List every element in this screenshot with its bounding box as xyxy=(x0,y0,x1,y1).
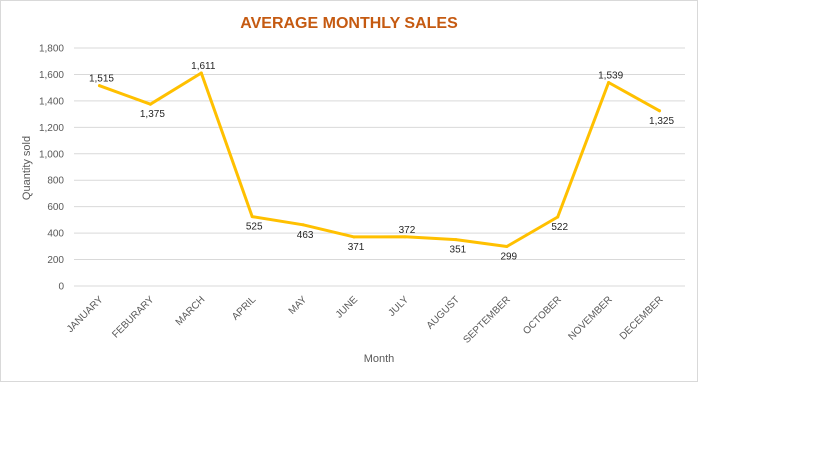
data-point xyxy=(97,84,101,88)
x-tick-label: OCTOBER xyxy=(521,294,564,337)
chart-title: AVERAGE MONTHLY SALES xyxy=(240,15,458,32)
data-point xyxy=(199,71,203,75)
data-label: 371 xyxy=(348,242,365,253)
data-labels: 1,515 1,375 1,611 525 463 371 372 351 299 522 1,53… xyxy=(89,61,675,262)
y-tick-label: 800 xyxy=(47,176,64,187)
data-label: 372 xyxy=(399,225,416,236)
x-tick-label: SEPTEMBER xyxy=(462,294,513,345)
data-label: 1,515 xyxy=(89,74,114,85)
y-tick-label: 1,000 xyxy=(39,149,64,160)
chart-area xyxy=(0,0,698,382)
y-tick-label: 200 xyxy=(47,255,64,266)
x-tick-label: DECEMBER xyxy=(618,294,666,342)
x-tick-label: JUNE xyxy=(334,294,360,320)
x-tick-label: AUGUST xyxy=(425,294,462,331)
x-tick-label: NOVEMBER xyxy=(566,294,614,342)
x-tick-label: MARCH xyxy=(174,294,208,328)
data-label: 522 xyxy=(551,222,568,233)
y-axis-title: Quantity sold xyxy=(21,136,33,200)
data-label: 525 xyxy=(246,222,263,233)
data-label: 1,325 xyxy=(649,116,674,127)
data-point xyxy=(352,235,356,239)
series-line xyxy=(98,71,661,248)
data-label: 299 xyxy=(500,251,517,262)
series-line-group xyxy=(97,71,662,248)
data-label: 1,375 xyxy=(140,109,165,120)
y-tick-label: 0 xyxy=(58,282,64,293)
data-label: 351 xyxy=(450,245,467,256)
data-label: 1,539 xyxy=(598,71,623,82)
x-tick-label: JULY xyxy=(387,294,412,319)
y-tick-label: 1,800 xyxy=(39,44,64,55)
data-point xyxy=(250,215,254,219)
data-point xyxy=(658,109,662,113)
y-tick-label: 1,400 xyxy=(39,96,64,107)
gridlines xyxy=(74,47,685,287)
x-axis-title: Month xyxy=(364,353,395,365)
x-tick-label: APRIL xyxy=(230,294,259,323)
data-point xyxy=(607,81,611,85)
x-tick-label: FEBURARY xyxy=(110,294,156,340)
x-axis-tick-labels: JANUARY FEBURARY MARCH APRIL MAY JUNE JULY AUGU… xyxy=(65,294,666,346)
x-tick-label: JANUARY xyxy=(65,294,106,335)
y-tick-label: 600 xyxy=(47,202,64,213)
data-point xyxy=(505,244,509,248)
data-label: 1,611 xyxy=(191,61,216,72)
data-point xyxy=(403,235,407,239)
data-label: 463 xyxy=(297,230,314,241)
y-axis-tick-labels: 0 200 400 600 800 1,000 1,200 1,400 1,600 1,800 xyxy=(39,44,64,293)
y-tick-label: 1,200 xyxy=(39,123,64,134)
y-tick-label: 400 xyxy=(47,229,64,240)
data-point xyxy=(301,223,305,227)
y-tick-label: 1,600 xyxy=(39,70,64,81)
x-tick-label: MAY xyxy=(287,294,310,317)
data-point xyxy=(454,238,458,242)
data-point xyxy=(556,215,560,219)
data-point xyxy=(148,102,152,106)
